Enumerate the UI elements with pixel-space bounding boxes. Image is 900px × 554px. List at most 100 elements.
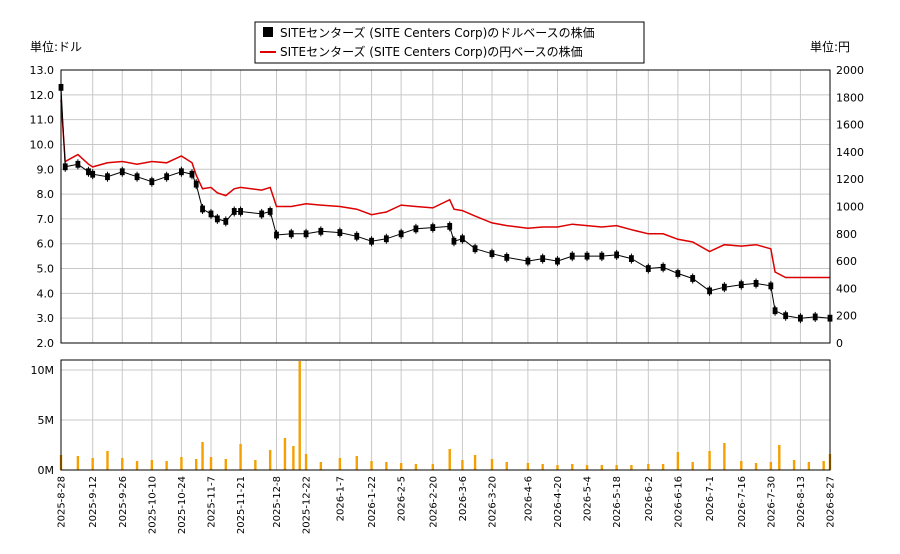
usd-candle-body bbox=[690, 275, 696, 282]
left-tick-label: 6.0 bbox=[37, 238, 55, 251]
volume-bar bbox=[150, 460, 154, 470]
usd-candle-body bbox=[62, 163, 68, 171]
usd-candle-body bbox=[798, 314, 803, 322]
x-tick-label: 2026-3-6 bbox=[458, 476, 469, 521]
usd-candle-body bbox=[721, 283, 727, 291]
x-tick-label: 2026-7-16 bbox=[737, 476, 748, 528]
volume-tick-label: 5M bbox=[38, 414, 55, 427]
usd-candle-body bbox=[569, 252, 575, 260]
usd-candle-body bbox=[660, 263, 666, 271]
jpy-series bbox=[60, 99, 830, 279]
left-tick-label: 5.0 bbox=[37, 263, 55, 276]
usd-candle-body bbox=[812, 313, 818, 321]
volume-bar bbox=[754, 463, 758, 470]
x-tick-label: 2026-4-20 bbox=[553, 476, 564, 528]
left-tick-label: 8.0 bbox=[37, 188, 55, 201]
usd-candle-body bbox=[614, 251, 620, 259]
volume-bar bbox=[268, 450, 272, 470]
volume-bar bbox=[448, 449, 451, 470]
left-tick-label: 2.0 bbox=[37, 337, 55, 350]
usd-candle-body bbox=[119, 168, 125, 176]
right-tick-label: 1200 bbox=[836, 173, 864, 186]
usd-candle-body bbox=[675, 270, 681, 277]
volume-bar bbox=[822, 461, 825, 470]
right-tick-label: 2000 bbox=[836, 64, 864, 77]
legend: SITEセンターズ (SITE Centers Corp)のドルベースの株価 S… bbox=[254, 21, 645, 64]
x-tick-label: 2025-9-26 bbox=[118, 476, 129, 528]
usd-candle-body bbox=[525, 257, 531, 265]
usd-candle-body bbox=[238, 208, 243, 215]
left-tick-label: 9.0 bbox=[37, 163, 55, 176]
volume-bar bbox=[708, 451, 711, 470]
left-tick-label: 13.0 bbox=[30, 64, 55, 77]
x-tick-label: 2026-8-27 bbox=[826, 476, 837, 528]
x-tick-label: 2026-1-22 bbox=[367, 476, 378, 528]
x-tick-label: 2025-11-7 bbox=[206, 476, 217, 528]
usd-candle-body bbox=[599, 252, 605, 260]
usd-candle-body bbox=[451, 237, 457, 245]
usd-candle-body bbox=[288, 230, 294, 238]
usd-candle-body bbox=[504, 253, 510, 261]
x-tick-label: 2025-8-28 bbox=[57, 476, 68, 528]
volume-bars bbox=[59, 361, 832, 470]
volume-bar bbox=[338, 458, 342, 470]
right-axis-unit: 単位:円 bbox=[810, 39, 850, 54]
x-tick-label: 2025-10-10 bbox=[147, 476, 158, 534]
right-tick-label: 1000 bbox=[836, 201, 864, 214]
x-tick-label: 2026-7-1 bbox=[705, 476, 716, 521]
frame-layer bbox=[60, 69, 831, 471]
volume-bar bbox=[541, 464, 544, 470]
volume-bar bbox=[165, 461, 168, 470]
usd-candle-body bbox=[383, 235, 389, 243]
volume-bar bbox=[298, 361, 301, 470]
volume-bar bbox=[769, 462, 773, 470]
usd-candle-body bbox=[472, 245, 478, 253]
volume-bar bbox=[414, 464, 418, 470]
volume-bar bbox=[106, 451, 109, 470]
volume-bar bbox=[224, 459, 227, 470]
x-tick-label: 2025-12-8 bbox=[272, 476, 283, 528]
right-tick-label: 800 bbox=[836, 228, 857, 241]
volume-bar bbox=[647, 464, 650, 470]
right-tick-label: 600 bbox=[836, 255, 857, 268]
x-tick-label: 2025-9-12 bbox=[88, 476, 99, 528]
usd-candle-body bbox=[584, 252, 590, 260]
usd-candle-body bbox=[783, 312, 789, 320]
usd-candle-body bbox=[267, 208, 273, 215]
x-tick-label: 2025-10-24 bbox=[177, 476, 188, 534]
volume-bar bbox=[630, 465, 633, 470]
volume-tick-label: 0M bbox=[38, 464, 55, 477]
usd-candle-body bbox=[164, 173, 170, 181]
volume-bar bbox=[76, 456, 80, 470]
usd-candle-body bbox=[645, 265, 651, 272]
usd-candle-body bbox=[489, 250, 495, 258]
x-tick-label: 2026-8-13 bbox=[796, 476, 807, 528]
volume-bar bbox=[304, 454, 308, 470]
right-tick-label: 1400 bbox=[836, 146, 864, 159]
usd-candle-body bbox=[413, 225, 419, 233]
usd-candle-body bbox=[398, 230, 404, 238]
axis-layer: 2025-8-28 2025-9-12 2025-9-26 2025-10-10 202… bbox=[30, 64, 865, 534]
usd-candle-body bbox=[274, 231, 279, 239]
usd-candle-body bbox=[460, 235, 465, 243]
volume-bar bbox=[254, 460, 257, 470]
usd-candle-body bbox=[772, 307, 778, 315]
x-tick-label: 2025-11-21 bbox=[236, 476, 247, 534]
volume-bar bbox=[691, 462, 694, 470]
volume-bar bbox=[473, 455, 477, 470]
volume-bar bbox=[615, 465, 618, 470]
legend-box bbox=[254, 21, 645, 64]
volume-bar bbox=[91, 458, 94, 470]
usd-candle-body bbox=[208, 210, 214, 218]
volume-bar bbox=[195, 459, 198, 470]
volume-bar bbox=[431, 464, 435, 470]
left-axis-unit: 単位:ドル bbox=[30, 39, 82, 54]
right-tick-label: 200 bbox=[836, 310, 857, 323]
volume-bar bbox=[239, 444, 242, 470]
usd-candle-body bbox=[259, 210, 265, 218]
x-tick-label: 2026-6-16 bbox=[673, 476, 684, 528]
left-tick-label: 3.0 bbox=[37, 312, 55, 325]
usd-candle-body bbox=[193, 180, 199, 188]
volume-tick-label: 10M bbox=[31, 364, 55, 377]
